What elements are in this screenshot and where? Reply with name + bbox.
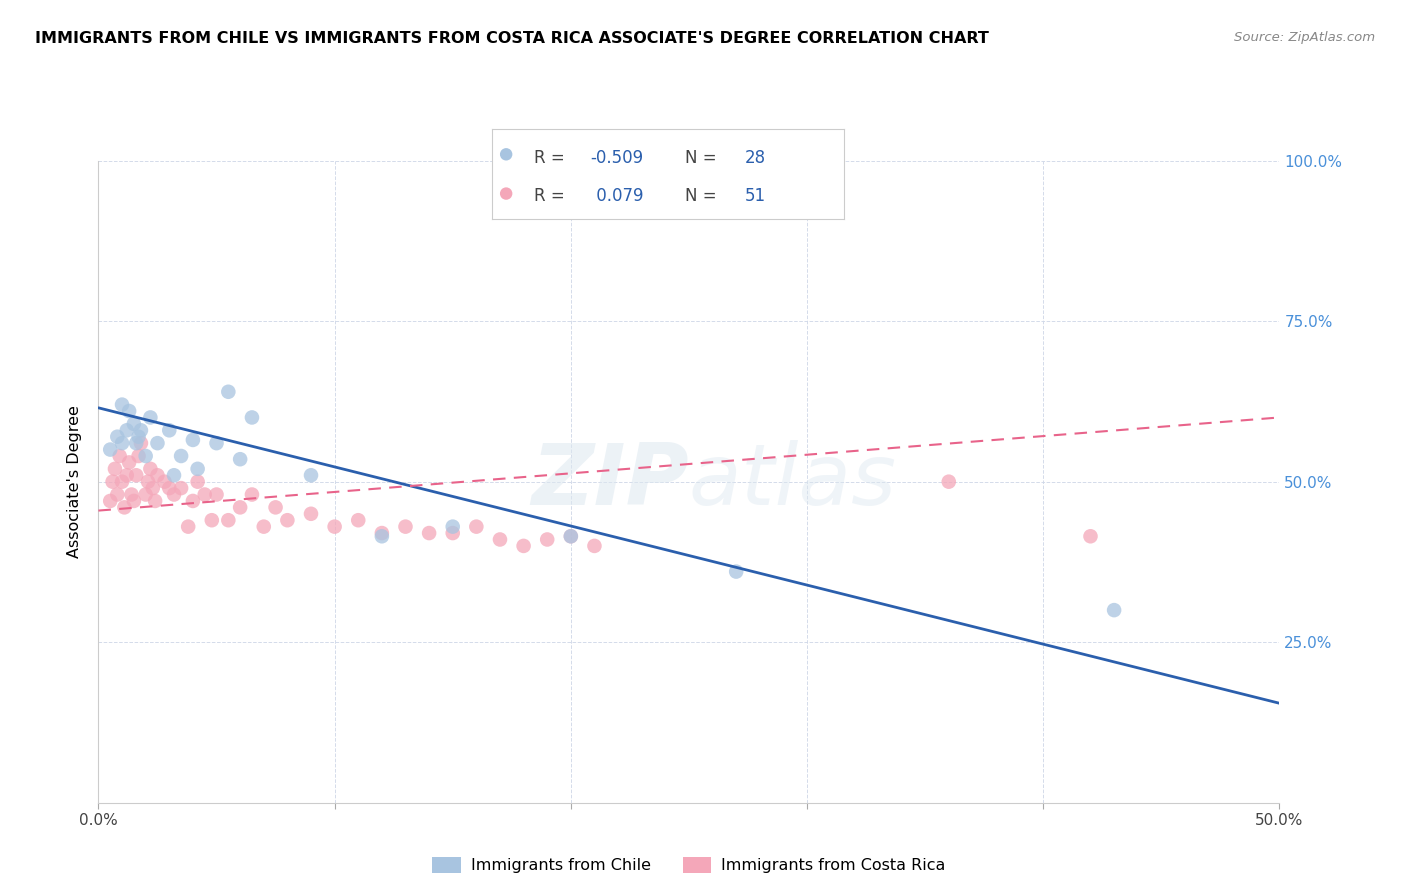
Point [122, 494, 145, 508]
Point [105, 430, 128, 444]
Point [1080, 529, 1102, 543]
Point [125, 436, 148, 450]
Point [135, 449, 157, 463]
Point [187, 462, 209, 476]
Point [240, 410, 263, 425]
Point [105, 487, 128, 501]
Point [229, 500, 252, 515]
Point [129, 423, 152, 437]
Point [136, 475, 159, 489]
Point [139, 410, 162, 425]
Text: N =: N = [686, 187, 723, 205]
Point [181, 494, 204, 508]
Point [187, 475, 209, 489]
Point [146, 468, 169, 483]
Point [118, 404, 141, 418]
Point [112, 500, 135, 515]
Point [146, 436, 169, 450]
Point [111, 398, 134, 412]
Point [465, 519, 488, 533]
Text: -0.509: -0.509 [591, 149, 644, 167]
Point [217, 513, 239, 527]
Point [560, 529, 582, 543]
Point [299, 507, 322, 521]
Legend: Immigrants from Chile, Immigrants from Costa Rica: Immigrants from Chile, Immigrants from C… [426, 850, 952, 880]
Point [111, 475, 134, 489]
Point [394, 519, 416, 533]
Point [142, 481, 165, 495]
Text: 28: 28 [745, 149, 766, 167]
Point [98, 494, 121, 508]
Point [205, 436, 228, 450]
Point [118, 455, 141, 469]
Point [1102, 603, 1125, 617]
Point [108, 449, 131, 463]
Point [129, 436, 152, 450]
Text: 0.079: 0.079 [591, 187, 643, 205]
Point [128, 430, 150, 444]
Text: IMMIGRANTS FROM CHILE VS IMMIGRANTS FROM COSTA RICA ASSOCIATE'S DEGREE CORRELATI: IMMIGRANTS FROM CHILE VS IMMIGRANTS FROM… [35, 31, 988, 46]
Text: ZIP: ZIP [531, 440, 689, 524]
Point [489, 533, 512, 547]
Point [101, 475, 124, 489]
Point [299, 468, 322, 483]
Point [201, 513, 224, 527]
Point [418, 526, 440, 541]
Point [170, 449, 193, 463]
Point [143, 494, 166, 508]
Point [371, 526, 394, 541]
Point [441, 526, 464, 541]
Point [347, 513, 370, 527]
Text: 51: 51 [745, 187, 766, 205]
Point [536, 533, 558, 547]
Point [371, 529, 394, 543]
Text: atlas: atlas [689, 440, 897, 524]
Point [163, 487, 186, 501]
Point [560, 529, 582, 543]
Point [512, 539, 534, 553]
Point [157, 481, 180, 495]
Point [128, 449, 150, 463]
Point [139, 462, 162, 476]
Y-axis label: Associate's Degree: Associate's Degree [67, 405, 83, 558]
Point [170, 481, 193, 495]
Point [153, 475, 176, 489]
Point [264, 500, 287, 515]
Point [938, 475, 960, 489]
Point [111, 436, 134, 450]
Point [276, 513, 298, 527]
Point [441, 519, 464, 533]
Point [121, 487, 143, 501]
Point [122, 417, 145, 431]
Point [194, 487, 217, 501]
Point [725, 565, 748, 579]
Text: R =: R = [534, 187, 571, 205]
Point [323, 519, 346, 533]
Point [157, 423, 180, 437]
Point [98, 442, 121, 457]
Point [163, 468, 186, 483]
Point [583, 539, 606, 553]
Point [177, 519, 200, 533]
Text: Source: ZipAtlas.com: Source: ZipAtlas.com [1234, 31, 1375, 45]
Point [125, 468, 148, 483]
Point [181, 433, 204, 447]
Point [253, 519, 276, 533]
Point [229, 452, 252, 467]
Point [104, 462, 127, 476]
Point [205, 487, 228, 501]
Text: N =: N = [686, 149, 723, 167]
Point [240, 487, 263, 501]
Point [115, 468, 138, 483]
Point [135, 487, 157, 501]
Point [115, 423, 138, 437]
Point [217, 384, 239, 399]
Text: R =: R = [534, 149, 571, 167]
